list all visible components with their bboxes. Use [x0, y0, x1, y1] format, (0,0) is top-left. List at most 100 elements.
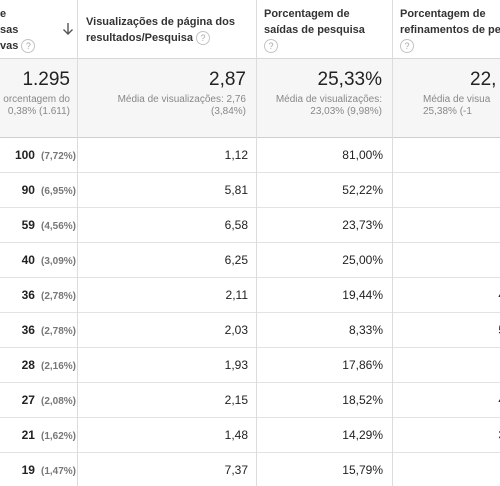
- unique-searches-count: 100: [14, 148, 35, 162]
- results-pageviews-cell: 2,03: [224, 323, 248, 337]
- search-refinements-cell: 5: [393, 313, 500, 347]
- total-col2-sub2: 23,03% (9,98%): [310, 106, 382, 117]
- total-col3-sub1: Média de visua: [423, 94, 491, 105]
- table-row[interactable]: 28 (2,16%) 1,93 17,86%: [0, 348, 500, 383]
- column-divider: [256, 0, 257, 486]
- unique-searches-count: 21: [21, 428, 35, 442]
- total-col1-sub1: Média de visualizações: 2,76: [117, 94, 246, 105]
- search-refinements-cell: [393, 348, 500, 382]
- unique-searches-cell: 19 (1,47%): [0, 453, 76, 486]
- arrow-down-icon[interactable]: [62, 22, 74, 36]
- unique-searches-percent: (1,62%): [40, 431, 76, 442]
- total-col0-value: 1.295: [22, 69, 70, 90]
- column-divider: [77, 0, 78, 486]
- help-icon[interactable]: ?: [264, 39, 278, 54]
- search-refinements-cell: 3: [393, 418, 500, 452]
- total-col3-sub2: 25,38% (-1: [423, 106, 472, 117]
- results-pageviews-cell: 5,81: [224, 183, 248, 197]
- search-refinements-cell: 4: [393, 278, 500, 312]
- unique-searches-count: 27: [21, 393, 35, 407]
- unique-searches-count: 40: [21, 253, 35, 267]
- totals-row: 1.295 orcentagem do 0,38% (1.611) 2,87 M…: [0, 59, 500, 138]
- unique-searches-percent: (2,78%): [40, 291, 76, 302]
- header-col3-line2: refinamentos de pe: [400, 24, 500, 36]
- search-exits-cell: 14,29%: [342, 428, 383, 442]
- unique-searches-cell: 28 (2,16%): [0, 348, 76, 382]
- help-icon[interactable]: ?: [400, 39, 414, 54]
- results-pageviews-cell: 1,48: [224, 428, 248, 442]
- table-row[interactable]: 90 (6,95%) 5,81 52,22%: [0, 173, 500, 208]
- table-row[interactable]: 27 (2,08%) 2,15 18,52% 4: [0, 383, 500, 418]
- header-col-search-refinements[interactable]: Porcentagem de refinamentos de pe ?: [392, 0, 500, 59]
- column-divider: [392, 0, 393, 486]
- header-col0-line3: vas ?: [0, 38, 36, 54]
- unique-searches-count: 28: [21, 358, 35, 372]
- table-row[interactable]: 36 (2,78%) 2,11 19,44% 4: [0, 278, 500, 313]
- header-col3-line3: ?: [400, 38, 500, 54]
- total-col1-value: 2,87: [209, 69, 246, 90]
- results-pageviews-cell: 6,25: [224, 253, 248, 267]
- table-row[interactable]: 100 (7,72%) 1,12 81,00%: [0, 138, 500, 173]
- results-pageviews-cell: 1,93: [224, 358, 248, 372]
- table-row[interactable]: 36 (2,78%) 2,03 8,33% 5: [0, 313, 500, 348]
- search-refinements-cell: [393, 173, 500, 207]
- total-col3-value: 22,: [470, 69, 497, 90]
- search-exits-cell: 23,73%: [342, 218, 383, 232]
- search-exits-cell: 81,00%: [342, 148, 383, 162]
- header-col3-line1: Porcentagem de: [400, 8, 486, 20]
- header-col2-line1: Porcentagem de: [264, 8, 350, 20]
- unique-searches-percent: (2,08%): [40, 396, 76, 407]
- results-pageviews-cell: 7,37: [224, 463, 248, 477]
- unique-searches-count: 90: [21, 183, 35, 197]
- unique-searches-cell: 90 (6,95%): [0, 173, 76, 207]
- total-col0-sub1: orcentagem do: [3, 94, 70, 105]
- header-col1-line1: Visualizações de página dos: [86, 16, 235, 28]
- help-icon[interactable]: ?: [21, 39, 36, 54]
- unique-searches-percent: (7,72%): [40, 151, 76, 162]
- header-col-unique-searches[interactable]: e sas vas ?: [0, 0, 78, 59]
- unique-searches-percent: (6,95%): [40, 186, 76, 197]
- search-exits-cell: 17,86%: [342, 358, 383, 372]
- unique-searches-cell: 100 (7,72%): [0, 138, 76, 172]
- unique-searches-percent: (3,09%): [40, 256, 76, 267]
- results-pageviews-cell: 6,58: [224, 218, 248, 232]
- unique-searches-count: 36: [21, 323, 35, 337]
- search-exits-cell: 52,22%: [342, 183, 383, 197]
- header-col0-line2: sas: [0, 24, 19, 36]
- table-row[interactable]: 21 (1,62%) 1,48 14,29% 3: [0, 418, 500, 453]
- total-col2-sub1: Média de visualizações:: [275, 94, 382, 105]
- table-row[interactable]: 40 (3,09%) 6,25 25,00%: [0, 243, 500, 278]
- table-row[interactable]: 59 (4,56%) 6,58 23,73%: [0, 208, 500, 243]
- unique-searches-cell: 27 (2,08%): [0, 383, 76, 417]
- search-exits-cell: 8,33%: [348, 323, 383, 337]
- unique-searches-count: 59: [21, 218, 35, 232]
- table-row[interactable]: 19 (1,47%) 7,37 15,79%: [0, 453, 500, 486]
- unique-searches-percent: (2,16%): [40, 361, 76, 372]
- unique-searches-count: 19: [21, 463, 35, 477]
- unique-searches-percent: (1,47%): [40, 466, 76, 477]
- unique-searches-cell: 40 (3,09%): [0, 243, 76, 277]
- search-exits-cell: 25,00%: [342, 253, 383, 267]
- unique-searches-percent: (4,56%): [40, 221, 76, 232]
- header-col2-line3: ?: [264, 38, 365, 54]
- header-col-search-exits[interactable]: Porcentagem de saídas de pesquisa ?: [256, 0, 392, 59]
- search-refinements-cell: [393, 138, 500, 172]
- search-exits-cell: 19,44%: [342, 288, 383, 302]
- search-refinements-cell: 4: [393, 383, 500, 417]
- unique-searches-count: 36: [21, 288, 35, 302]
- unique-searches-percent: (2,78%): [40, 326, 76, 337]
- header-col2-line2: saídas de pesquisa: [264, 24, 365, 36]
- header-col1-line2: resultados/Pesquisa ?: [86, 30, 235, 46]
- unique-searches-cell: 36 (2,78%): [0, 313, 76, 347]
- results-pageviews-cell: 2,11: [225, 288, 248, 302]
- results-pageviews-cell: 2,15: [224, 393, 248, 407]
- results-pageviews-cell: 1,12: [224, 148, 248, 162]
- header-col-results-pageviews[interactable]: Visualizações de página dos resultados/P…: [78, 0, 256, 59]
- search-refinements-cell: [393, 243, 500, 277]
- help-icon[interactable]: ?: [196, 31, 211, 46]
- header-col0-line1: e: [0, 8, 7, 20]
- total-col0-sub2: 0,38% (1.611): [7, 106, 70, 117]
- search-exits-cell: 18,52%: [342, 393, 383, 407]
- unique-searches-cell: 59 (4,56%): [0, 208, 76, 242]
